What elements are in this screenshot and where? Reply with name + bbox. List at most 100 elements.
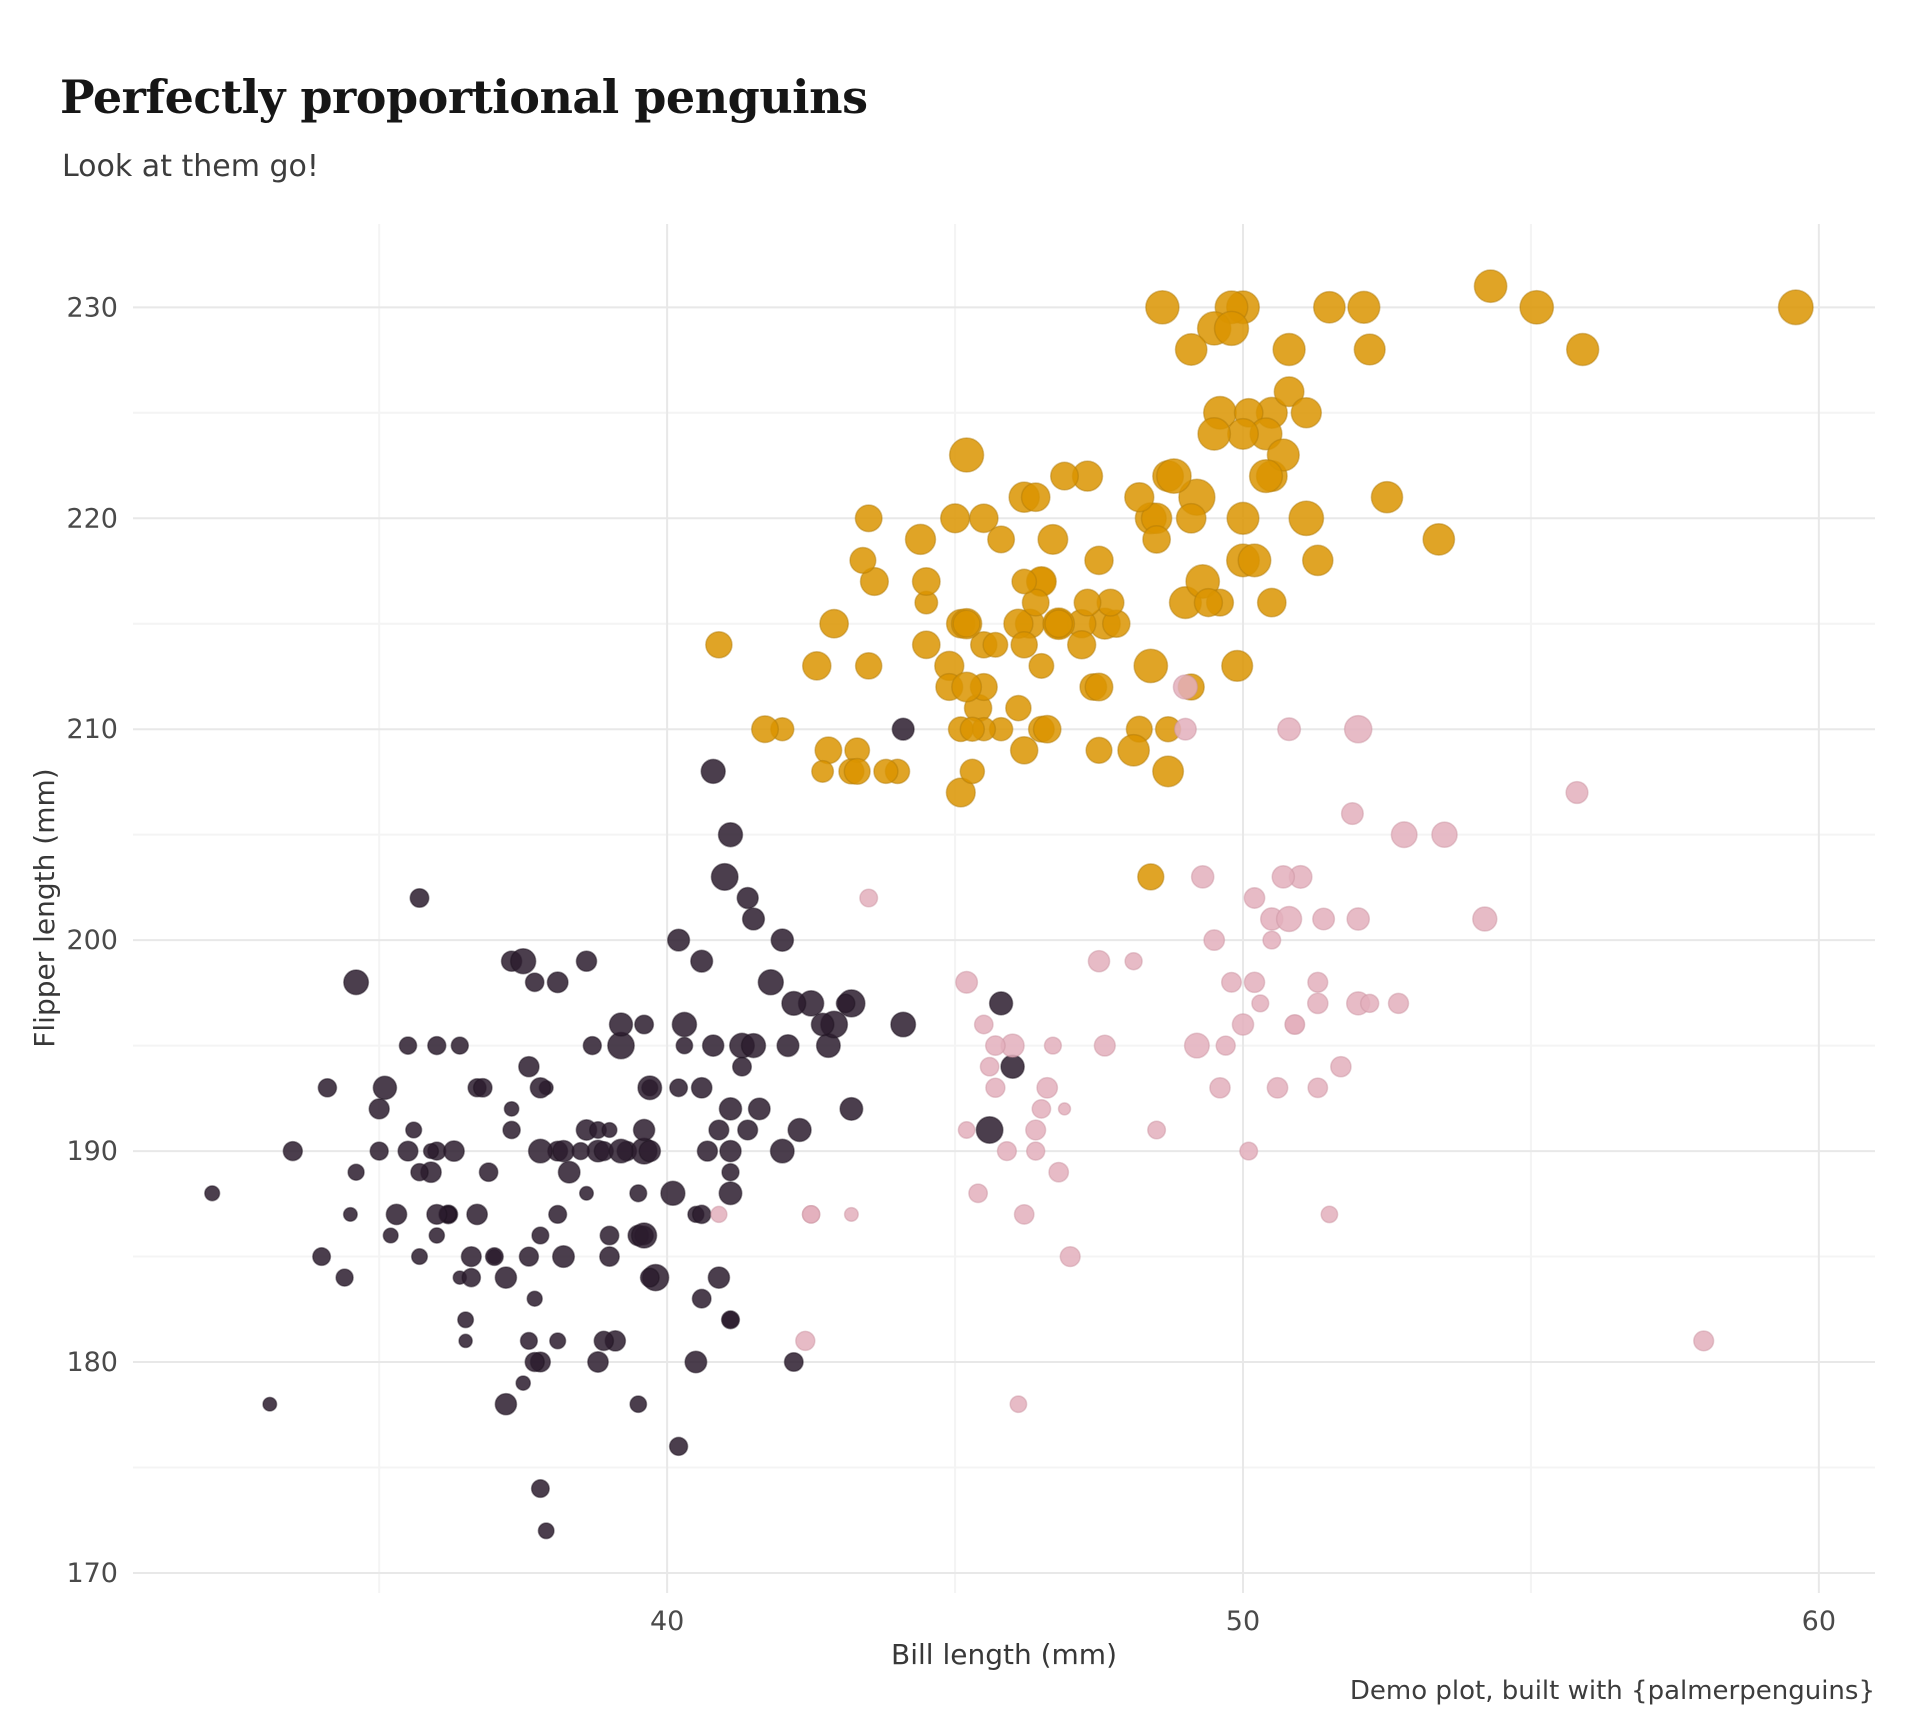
data-point-adelie [457,1311,475,1329]
data-point-adelie [410,1162,429,1182]
data-point-chinstrap [1173,717,1197,741]
data-point-gentoo [959,758,986,785]
data-point-adelie [494,1266,518,1289]
data-point-chinstrap [979,1056,1000,1077]
data-point-adelie [720,1310,741,1330]
data-point-gentoo [854,504,883,533]
data-point-adelie [639,1267,660,1288]
data-point-gentoo [1020,482,1051,513]
data-point-adelie [578,1185,595,1201]
data-point-gentoo [1473,269,1508,304]
data-point-gentoo [982,631,1009,658]
data-point-adelie [443,1140,465,1163]
data-point-adelie [719,1139,742,1163]
data-point-gentoo [1044,609,1074,639]
data-point-adelie [781,990,807,1017]
data-point-adelie [372,1075,398,1101]
data-point-chinstrap [1266,1076,1289,1099]
data-point-chinstrap [1312,907,1336,931]
data-point-adelie [575,950,598,973]
data-point-adelie [537,1522,555,1540]
data-point-adelie [599,1246,620,1268]
data-point-adelie [460,1245,482,1268]
data-point-adelie [671,1011,698,1038]
data-point-adelie [787,1117,812,1143]
data-point-gentoo [1288,500,1325,537]
data-point-adelie [450,1036,470,1055]
data-point-adelie [696,1140,719,1162]
data-point-chinstrap [1343,714,1373,744]
data-point-chinstrap [1025,1119,1047,1141]
data-point-chinstrap [1059,1245,1081,1268]
data-point-adelie [369,1141,389,1161]
data-point-chinstrap [1147,1120,1167,1140]
data-point-adelie [839,1096,864,1121]
data-point-adelie [629,1395,648,1414]
data-point-adelie [668,1436,689,1457]
data-point-gentoo [843,757,871,786]
data-point-adelie [484,1247,504,1267]
data-point-chinstrap [1239,1141,1259,1161]
data-point-adelie [347,1163,365,1181]
data-point-gentoo [1010,630,1039,659]
data-point-adelie [587,1351,609,1373]
data-point-chinstrap [1307,1077,1329,1099]
data-point-gentoo [1290,397,1323,429]
data-point-chinstrap [1093,1034,1116,1057]
data-point-chinstrap [1203,929,1226,952]
data-point-chinstrap [1209,1076,1231,1099]
data-point-gentoo [873,758,899,785]
data-point-adelie [549,1332,567,1350]
data-point-chinstrap [985,1077,1006,1099]
data-point-gentoo [968,503,999,534]
data-point-gentoo [1197,416,1232,451]
data-point-adelie [757,969,785,996]
data-point-gentoo [1256,587,1287,618]
data-point-gentoo [1084,545,1114,576]
data-point-chinstrap [1472,906,1498,932]
data-point-chinstrap [1320,1205,1339,1224]
data-point-gentoo [1152,755,1185,788]
data-point-adelie [548,1204,568,1225]
data-point-gentoo [1145,289,1180,325]
data-point-adelie [690,1076,713,1099]
data-point-gentoo [1272,332,1306,367]
data-point-chinstrap [1087,949,1111,973]
data-point-adelie [427,1035,447,1056]
data-point-adelie [629,1184,648,1203]
data-point-gentoo [801,651,832,681]
data-point-gentoo [1213,310,1250,347]
data-point-gentoo [859,566,890,597]
data-point-gentoo [1273,376,1305,408]
data-point-adelie [524,972,545,993]
data-point-adelie [509,947,537,975]
data-point-gentoo [1226,417,1260,450]
data-point-chinstrap [795,1330,816,1352]
data-point-adelie [669,1078,689,1098]
data-point-gentoo [948,437,985,473]
data-point-adelie [518,1246,540,1267]
data-point-adelie [707,1266,731,1289]
data-point-adelie [630,1222,658,1249]
data-point-gentoo [1347,290,1381,324]
y-tick-label: 190 [66,1136,118,1167]
data-point-adelie [737,1119,759,1141]
data-point-gentoo [1021,588,1050,617]
data-point-gentoo [819,608,850,639]
x-tick-label: 40 [650,1606,684,1637]
data-point-gentoo [1137,863,1165,891]
data-point-gentoo [1248,458,1284,494]
data-point-gentoo [1084,672,1114,702]
data-point-adelie [530,1479,550,1499]
data-point-chinstrap [1031,1098,1052,1119]
data-point-adelie [776,1033,800,1058]
data-point-adelie [660,1180,686,1207]
data-point-adelie [398,1036,418,1055]
data-point-chinstrap [1307,971,1329,993]
data-point-chinstrap [973,1014,994,1035]
data-point-adelie [519,1331,539,1351]
data-point-chinstrap [1271,865,1296,889]
